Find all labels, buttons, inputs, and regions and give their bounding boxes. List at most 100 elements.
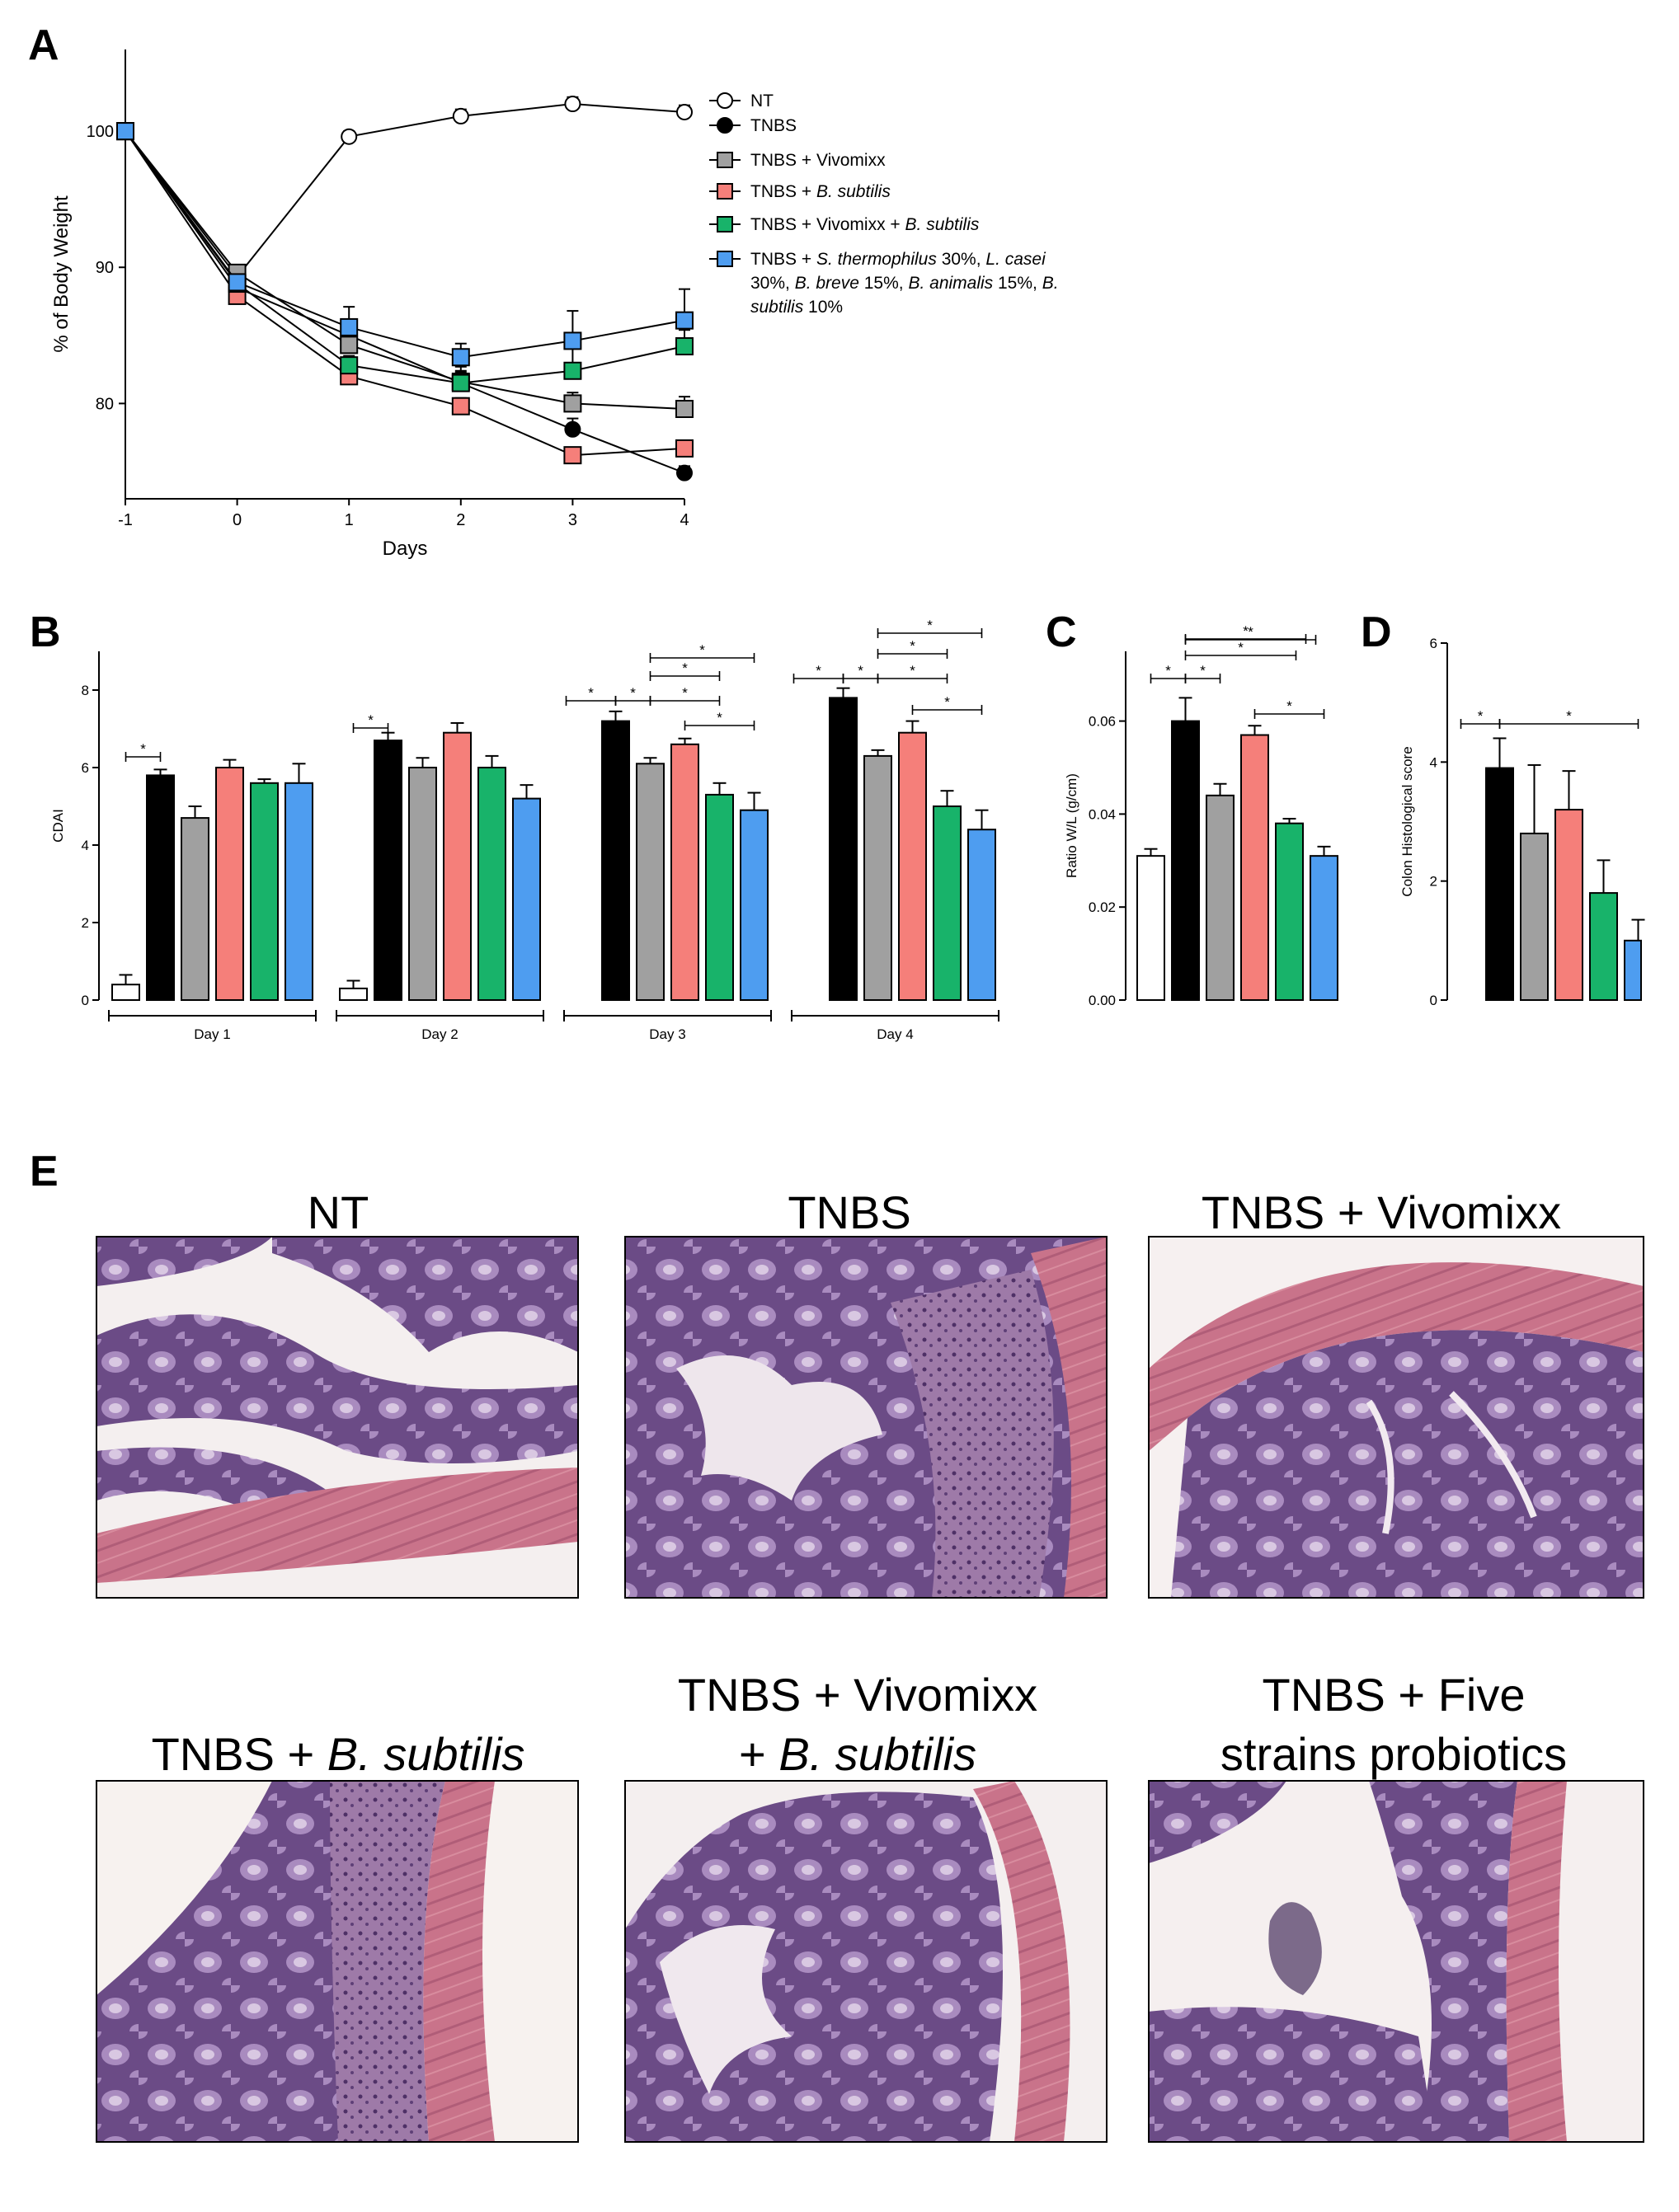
panel-a-legend: NT TNBS TNBS + Vivomixx TNBS + B. subtil…	[709, 92, 1059, 317]
bar-tnbs-vivomixx	[863, 754, 892, 1002]
series-tnbs	[117, 123, 693, 481]
significance-star: *	[1478, 708, 1484, 724]
bar-tnbs-vivomixx	[181, 817, 209, 1001]
panel-d-bar-chart: 0 2 4 6 Colon Histological score * *	[1399, 636, 1645, 1008]
bar-tnbs-five-strains	[285, 782, 313, 1001]
micrograph-frame	[96, 1236, 579, 1599]
series-line-nt	[125, 103, 685, 279]
bar-tnbs-vivomixx-b-subtilis	[1275, 822, 1304, 1001]
data-point	[451, 397, 470, 416]
micrograph-title-five-strains-line2: strains probiotics	[1220, 1728, 1567, 1780]
significance-star: *	[682, 685, 688, 701]
panel-letter-a: A	[28, 21, 59, 69]
bar-nt	[111, 984, 140, 1001]
data-point	[676, 464, 693, 481]
panel-a-line-chart: -1 0 1 2 3 4 80 90 100 Days % of Body Weight	[50, 49, 694, 560]
bar-tnbs-b-subtilis	[898, 731, 927, 1001]
data-point	[340, 336, 359, 355]
bar-tnbs-vivomixx-b-subtilis	[705, 793, 734, 1002]
category-label: Day 1	[194, 1026, 230, 1042]
bar-tnbs-b-subtilis	[670, 743, 699, 1001]
significance-star: *	[944, 694, 950, 710]
micrograph-frame	[1148, 1780, 1644, 2143]
significance-star: *	[717, 710, 722, 726]
bar-tnbs	[601, 720, 630, 1001]
micrograph-five-strains	[1148, 1780, 1644, 2143]
significance-star: *	[682, 660, 688, 676]
data-point	[563, 394, 582, 413]
series-tnbs-vivomixx	[116, 122, 694, 418]
bar-tnbs-vivomixx-b-subtilis	[477, 767, 506, 1001]
legend-item-bsubtilis: TNBS + B. subtilis	[709, 182, 891, 201]
micrograph-title-vivomixx: TNBS + Vivomixx	[1202, 1186, 1561, 1238]
bar-tnbs	[374, 740, 402, 1001]
series-line-tnbs-vivomixx-b-subtilis	[125, 130, 685, 384]
data-point	[675, 311, 694, 330]
micrograph-title-tnbs: TNBS	[788, 1186, 910, 1238]
data-point	[563, 446, 582, 465]
y-tick-label: 6	[1430, 636, 1437, 651]
y-axis-title: Ratio W/L (g/cm)	[1064, 773, 1079, 878]
y-tick-label: 80	[96, 395, 114, 413]
micrograph-frame	[1148, 1236, 1644, 1599]
bar-tnbs-five-strains	[512, 797, 541, 1001]
bar-tnbs	[1171, 720, 1200, 1001]
micrograph-frame	[624, 1236, 1108, 1599]
data-point	[116, 122, 134, 141]
micrograph-nt	[96, 1236, 579, 1599]
bar-tnbs-five-strains	[967, 829, 996, 1002]
significance-star: *	[1243, 623, 1249, 639]
panel-letter-b: B	[30, 608, 61, 656]
panel-letter-e: E	[30, 1148, 59, 1195]
legend-item-nt: NT	[709, 92, 774, 110]
y-tick-label: 8	[82, 683, 89, 698]
series-nt	[117, 96, 693, 285]
data-point	[341, 128, 358, 145]
significance-star: *	[588, 685, 594, 701]
data-point	[340, 317, 359, 336]
micrograph-vivomixx	[1148, 1236, 1644, 1599]
legend-label-five-strains-line2: 30%, B. breve 15%, B. animalis 15%, B.	[750, 274, 1059, 293]
data-point	[563, 361, 582, 380]
series-tnbs-b-subtilis	[116, 122, 694, 465]
micrograph-title-nt: NT	[308, 1186, 369, 1238]
y-tick-label: 0	[1430, 993, 1437, 1008]
bar-tnbs-b-subtilis	[215, 767, 244, 1001]
legend-label-five-strains-line1: TNBS + S. thermophilus 30%, L. casei	[750, 250, 1046, 269]
y-tick-label: 0	[82, 993, 89, 1008]
micrograph-bsubtilis	[96, 1780, 579, 2143]
micrograph-vivomixx-bsubtilis	[624, 1780, 1108, 2143]
series-line-tnbs-five-strains	[125, 130, 685, 359]
significance-star: *	[368, 712, 374, 728]
y-axis-title: CDAI	[50, 809, 66, 843]
y-tick-label: 4	[1430, 754, 1437, 770]
x-tick-label: 4	[680, 511, 689, 529]
micrograph-tnbs	[624, 1236, 1108, 1599]
significance-star: *	[1200, 663, 1206, 679]
significance-star: *	[1248, 624, 1253, 640]
series-line-tnbs	[125, 130, 685, 474]
bar-tnbs-b-subtilis	[1240, 734, 1269, 1002]
bar-tnbs-vivomixx-b-subtilis	[1589, 892, 1618, 1001]
micrograph-title-bsubtilis: TNBS + B. subtilis	[152, 1728, 525, 1780]
data-point	[340, 356, 359, 375]
panel-b-bar-chart: 0 2 4 6 8 CDAI Day 1 Day 2 Day 3 Day 4 * * * * * * * * * * *…	[50, 618, 999, 1042]
bar-tnbs-five-strains	[1310, 855, 1338, 1002]
category-label: Day 3	[649, 1026, 685, 1042]
y-tick-label: 100	[87, 123, 114, 141]
y-tick-label: 2	[1430, 874, 1437, 890]
bar-tnbs	[829, 697, 858, 1002]
legend-item-vivomixx: TNBS + Vivomixx	[709, 151, 886, 170]
bar-tnbs-b-subtilis	[443, 731, 472, 1001]
data-point	[675, 400, 694, 418]
y-tick-label: 0.04	[1089, 806, 1116, 822]
data-point	[676, 103, 693, 120]
significance-star: *	[1286, 698, 1292, 714]
data-point	[675, 439, 694, 458]
legend-label-tnbs: TNBS	[750, 116, 797, 135]
legend-marker-five-strains	[717, 251, 733, 267]
significance-star: *	[927, 618, 933, 633]
bar-tnbs-vivomixx	[408, 767, 437, 1001]
legend-label-vivomixx: TNBS + Vivomixx	[750, 151, 886, 170]
